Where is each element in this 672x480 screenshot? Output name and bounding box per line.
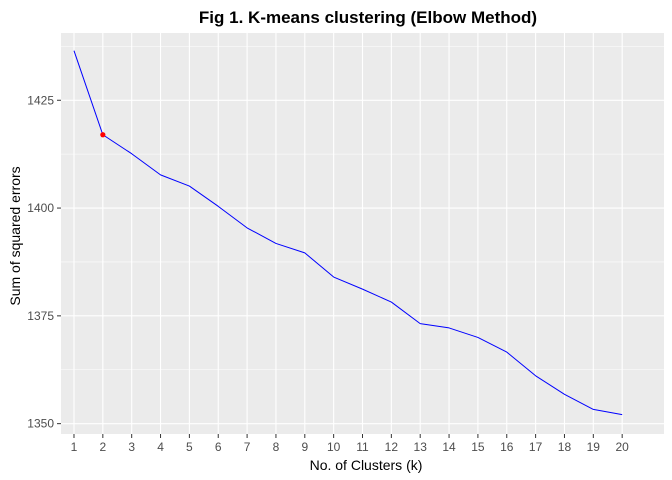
x-tick-label: 10 xyxy=(327,440,341,454)
x-tick-label: 18 xyxy=(558,440,572,454)
x-tick-label: 13 xyxy=(414,440,428,454)
x-tick-label: 1 xyxy=(71,440,78,454)
x-tick-label: 15 xyxy=(471,440,485,454)
x-tick-label: 7 xyxy=(244,440,251,454)
x-tick-label: 2 xyxy=(99,440,106,454)
x-axis: 1 2 3 4 5 6 7 8 9 10 11 12 13 14 15 16 17 18 19 20 xyxy=(71,434,629,454)
x-tick-label: 12 xyxy=(385,440,399,454)
y-axis-title: Sum of squared errors xyxy=(7,166,23,305)
y-tick-label: 1350 xyxy=(27,417,54,431)
x-tick-label: 14 xyxy=(442,440,456,454)
x-axis-title: No. of Clusters (k) xyxy=(310,457,423,473)
chart-title: Fig 1. K-means clustering (Elbow Method) xyxy=(199,8,537,27)
x-tick-label: 11 xyxy=(356,440,369,454)
series-layer xyxy=(73,50,623,416)
y-tick-label: 1425 xyxy=(27,93,54,107)
x-tick-label: 17 xyxy=(529,440,543,454)
y-tick-label: 1400 xyxy=(27,201,54,215)
x-tick-label: 3 xyxy=(128,440,135,454)
x-tick-label: 9 xyxy=(301,440,308,454)
x-tick-label: 8 xyxy=(273,440,280,454)
y-tick-label: 1375 xyxy=(27,309,54,323)
x-tick-label: 5 xyxy=(186,440,193,454)
series-line xyxy=(73,50,623,416)
major-gridlines xyxy=(61,33,664,434)
x-tick-label: 19 xyxy=(587,440,601,454)
elbow-point xyxy=(100,132,106,138)
x-tick-label: 4 xyxy=(157,440,164,454)
x-tick-label: 16 xyxy=(500,440,514,454)
x-tick-label: 6 xyxy=(215,440,222,454)
x-tick-label: 20 xyxy=(615,440,629,454)
y-axis: 1350 1375 1400 1425 xyxy=(27,93,61,431)
